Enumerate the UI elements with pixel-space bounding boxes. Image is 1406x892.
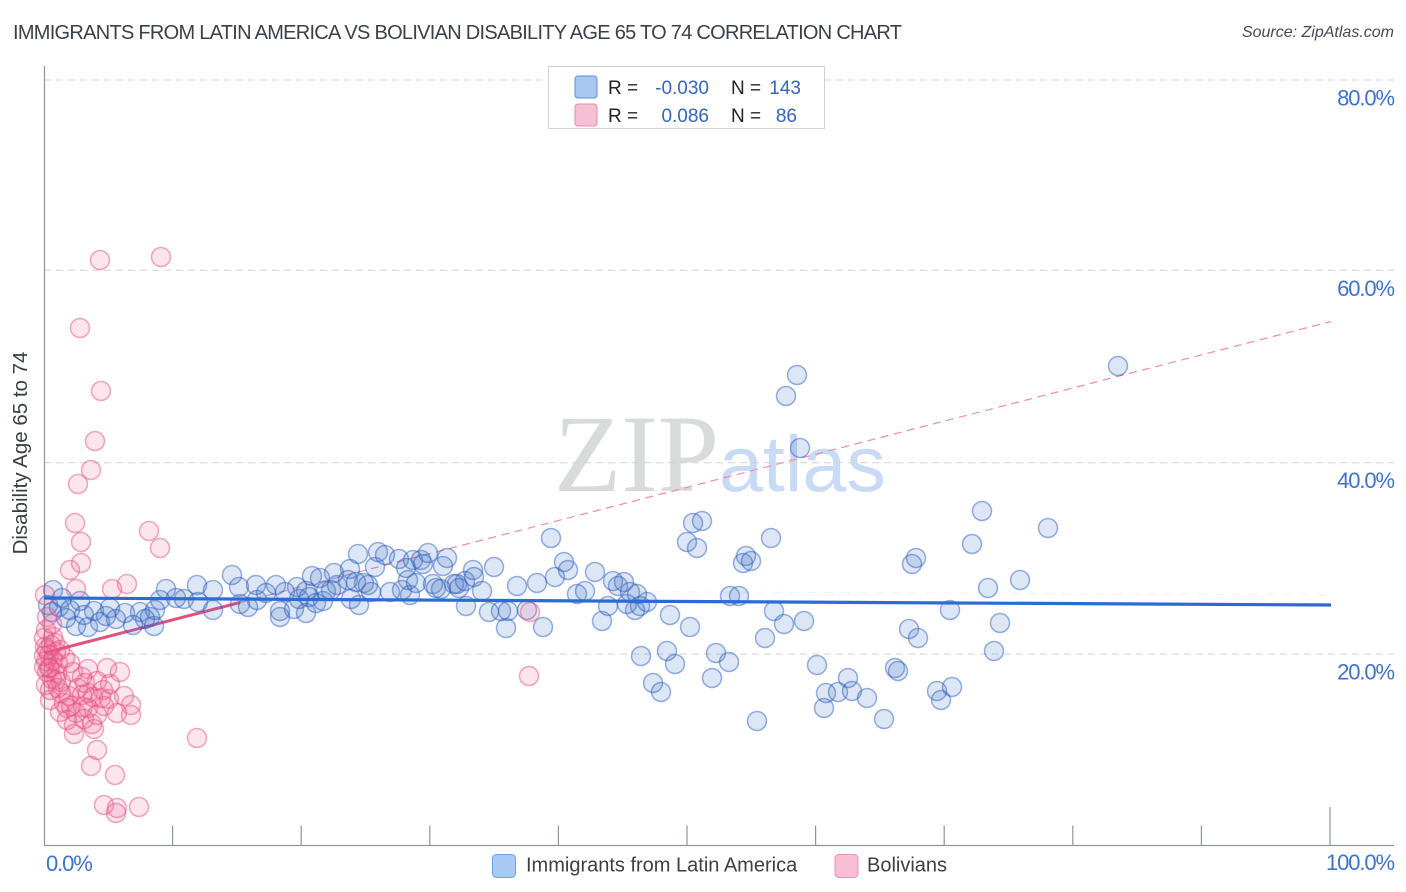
svg-text:0.086: 0.086 [661,106,709,127]
svg-text:atlas: atlas [719,419,886,508]
svg-text:20.0%: 20.0% [1337,660,1394,685]
svg-text:-0.030: -0.030 [655,78,709,99]
svg-text:143: 143 [769,78,801,99]
svg-text:60.0%: 60.0% [1337,276,1394,301]
svg-text:100.0%: 100.0% [1326,850,1395,875]
svg-text:40.0%: 40.0% [1337,468,1394,493]
svg-text:80.0%: 80.0% [1337,86,1394,111]
svg-text:ZIP: ZIP [554,393,719,515]
svg-text:R =: R = [608,78,638,99]
svg-text:Immigrants from Latin America: Immigrants from Latin America [526,855,798,877]
svg-text:86: 86 [776,106,797,127]
svg-text:Bolivians: Bolivians [867,855,947,877]
svg-text:N =: N = [731,106,761,127]
svg-text:Source: ZipAtlas.com: Source: ZipAtlas.com [1242,24,1394,41]
svg-text:R =: R = [608,106,638,127]
svg-text:IMMIGRANTS FROM LATIN AMERICA: IMMIGRANTS FROM LATIN AMERICA VS BOLIVIA… [13,22,902,44]
svg-text:N =: N = [731,78,761,99]
svg-text:0.0%: 0.0% [46,851,92,876]
svg-text:Disability Age 65 to 74: Disability Age 65 to 74 [9,352,32,555]
